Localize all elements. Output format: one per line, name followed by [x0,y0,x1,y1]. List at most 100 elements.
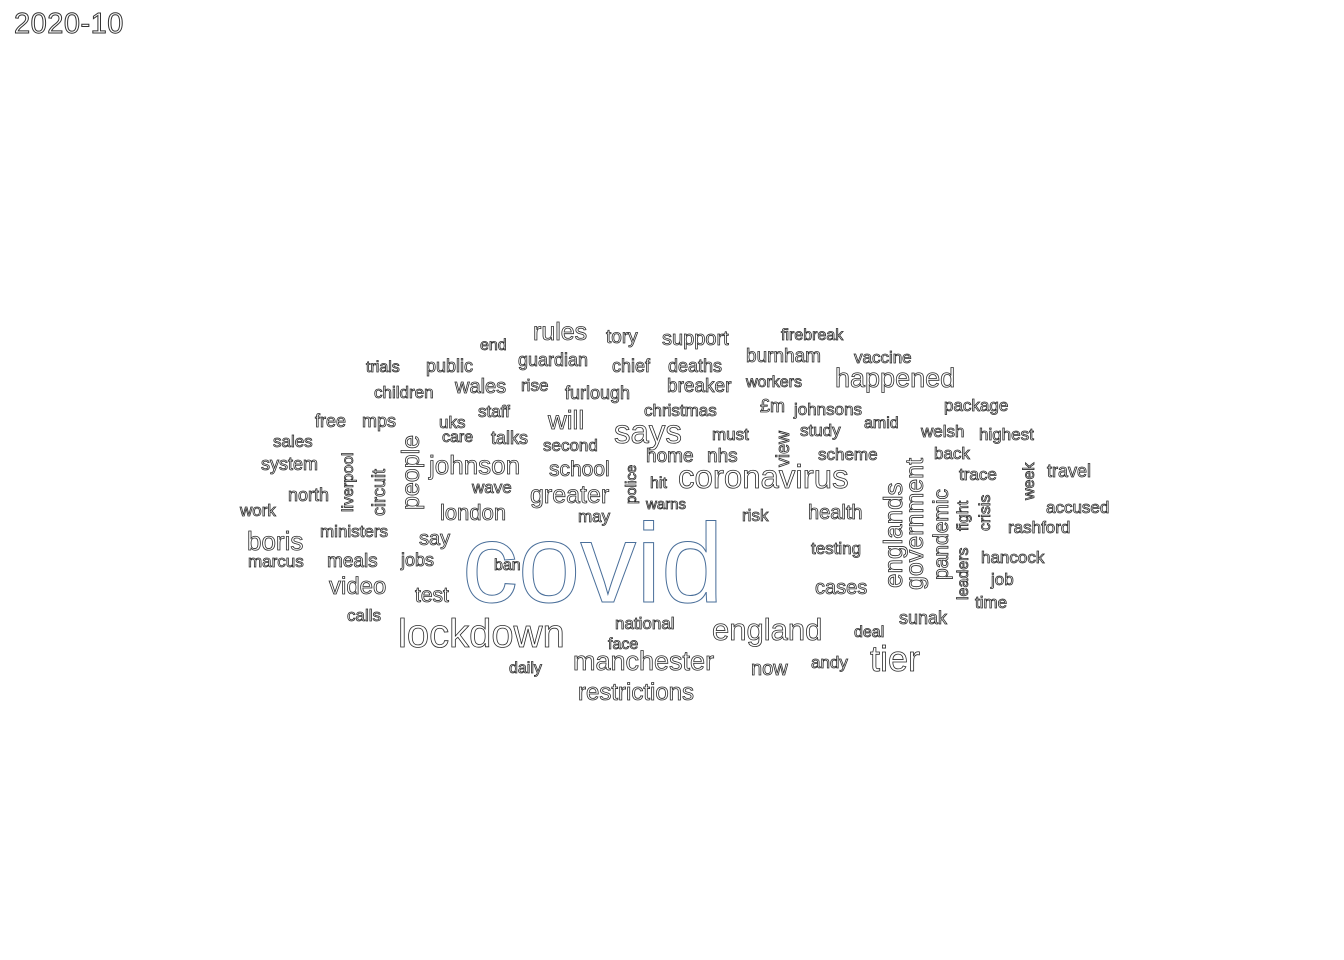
word-testing: testing [811,539,862,558]
word-health: health [808,502,863,524]
word-vaccine: vaccine [854,348,912,367]
word-view: view [773,430,794,468]
word-deaths: deaths [668,356,723,376]
word-wave: wave [472,478,512,497]
word-will: will [548,405,585,435]
word-rules: rules [533,318,588,346]
word-breaker: breaker [667,376,732,397]
word-manchester: manchester [573,646,715,676]
word-m: £m [760,396,786,416]
word-amid: amid [864,415,899,432]
word-burnham: burnham [746,346,822,367]
word-england: england [712,612,823,647]
word-uks: uks [439,413,466,432]
word-greater: greater [530,481,610,509]
word-nhs: nhs [707,446,738,467]
word-restrictions: restrictions [578,679,695,706]
word-say: say [419,528,451,550]
word-hancock: hancock [981,548,1045,567]
word-home: home [646,446,694,467]
word-marcus: marcus [248,552,305,571]
word-daily: daily [509,660,543,677]
word-fight: fight [955,500,973,531]
word-support: support [662,328,730,350]
word-national: national [615,614,675,633]
word-andy: andy [811,653,849,672]
word-mps: mps [362,411,397,431]
word-covid: covid [461,501,724,626]
word-second: second [543,436,599,455]
word-travel: travel [1047,461,1092,481]
word-children: children [374,383,434,402]
word-sales: sales [273,432,313,451]
word-free: free [315,411,347,431]
word-scheme: scheme [818,445,878,464]
word-furlough: furlough [565,383,631,403]
word-crisis: crisis [977,494,995,531]
word-staff: staff [478,402,511,421]
word-warns: warns [646,496,687,513]
word-week: week [1021,462,1039,500]
word-test: test [415,584,450,607]
word-pandemic: pandemic [930,488,954,581]
word-public: public [426,356,474,376]
word-welsh: welsh [921,422,965,441]
word-package: package [944,396,1009,415]
word-coronavirus: coronavirus [678,458,849,495]
word-says: says [614,413,683,450]
word-happened: happened [835,363,956,393]
word-ban: ban [494,557,521,574]
word-firebreak: firebreak [781,327,844,344]
word-rashford: rashford [1008,518,1071,537]
word-system: system [261,454,319,474]
word-workers: workers [746,374,803,391]
word-tier: tier [870,638,921,679]
word-government: government [901,457,930,591]
word-boris: boris [247,526,304,556]
word-london: london [440,500,507,525]
word-sunak: sunak [899,608,948,628]
word-leaders: leaders [955,547,973,600]
word-may: may [578,507,611,526]
word-video: video [329,573,387,600]
word-study: study [800,421,841,440]
word-north: north [288,485,330,505]
word-lockdown: lockdown [398,612,566,656]
word-end: end [480,337,507,354]
word-rise: rise [521,376,549,395]
word-cases: cases [815,577,868,599]
word-work: work [240,501,277,520]
word-calls: calls [347,606,382,625]
word-talks: talks [491,428,529,448]
word-wales: wales [455,376,507,398]
word-jobs: jobs [401,550,435,570]
word-must: must [712,425,750,444]
word-johnsons: johnsons [794,400,863,419]
word-trials: trials [366,359,401,376]
word-meals: meals [327,551,378,572]
word-trace: trace [959,465,998,484]
word-chief: chief [612,356,651,376]
word-hit: hit [650,475,668,492]
word-accused: accused [1046,498,1110,517]
word-circuit: circuit [369,468,390,517]
word-johnson: johnson [429,450,521,480]
word-school: school [549,458,610,481]
word-care: care [442,429,474,446]
word-police: police [623,464,641,504]
word-people: people [397,434,426,511]
word-tory: tory [606,327,638,348]
word-back: back [934,444,971,463]
word-face: face [608,636,639,653]
period-label: 2020-10 [14,8,124,40]
word-time: time [975,593,1008,612]
word-ministers: ministers [320,522,389,541]
word-now: now [751,658,788,680]
word-liverpool: liverpool [340,452,358,512]
word-christmas: christmas [644,401,718,420]
word-highest: highest [979,425,1035,444]
word-deal: deal [854,624,885,641]
word-guardian: guardian [518,350,589,370]
